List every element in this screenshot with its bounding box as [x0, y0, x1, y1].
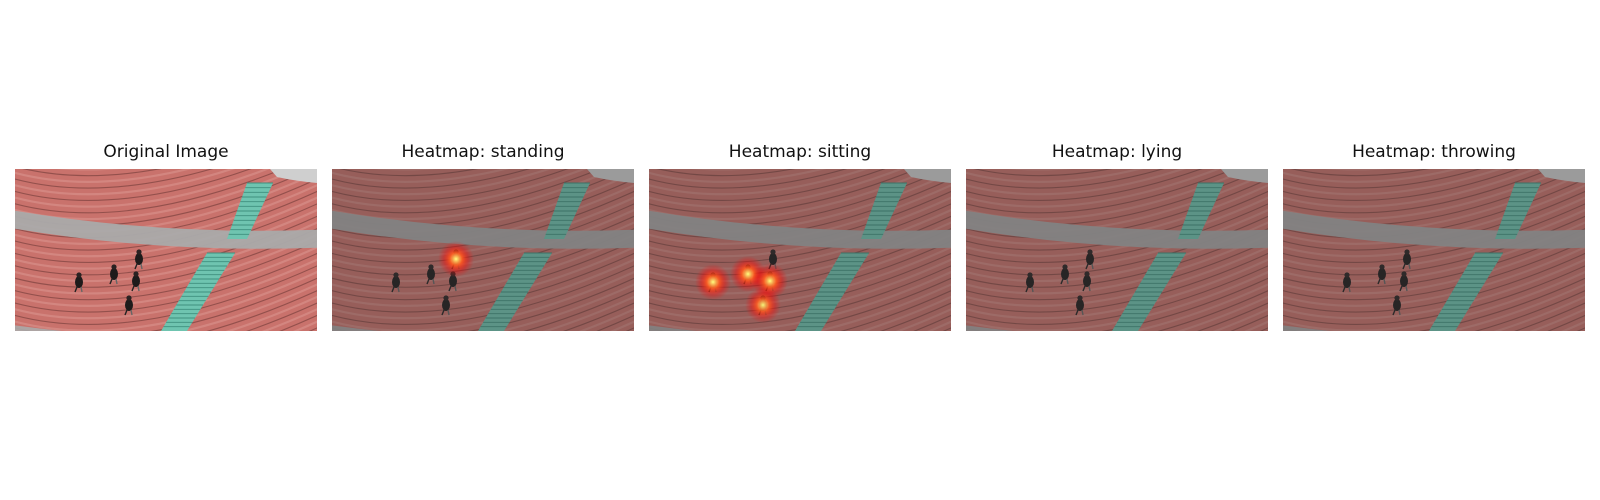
panel-title: Heatmap: standing: [401, 142, 565, 162]
heatmap-image: [1283, 169, 1585, 331]
aisle: [15, 210, 317, 249]
heatmap-dim-overlay: [332, 169, 634, 331]
person: [1075, 295, 1084, 316]
person: [1402, 249, 1411, 270]
stairs: [795, 182, 907, 331]
aisle: [1283, 210, 1585, 249]
aisle: [966, 210, 1268, 249]
panel-heatmap-throwing: Heatmap: throwing: [1283, 142, 1585, 332]
aisle: [649, 210, 951, 249]
panel-original: Original Image: [15, 142, 317, 332]
heatmap-image: [332, 169, 634, 331]
person: [1082, 271, 1091, 292]
person: [74, 272, 83, 293]
panel-title: Heatmap: throwing: [1352, 142, 1516, 162]
person: [1342, 272, 1351, 293]
person: [1399, 271, 1408, 292]
stairs: [161, 182, 273, 331]
stairs: [1112, 182, 1224, 331]
panel-title: Heatmap: sitting: [728, 142, 872, 162]
person: [1085, 249, 1094, 270]
heatmap-dim-overlay: [1283, 169, 1585, 331]
heatmap-image: [966, 169, 1268, 331]
person: [1392, 295, 1401, 316]
panel-heatmap-sitting: Heatmap: sitting: [649, 142, 951, 332]
heatmap-dim-overlay: [966, 169, 1268, 331]
person: [134, 249, 143, 270]
people: [1342, 249, 1411, 316]
heatmap-dim-overlay: [649, 169, 951, 331]
seating-rows: [1283, 169, 1585, 331]
person: [1060, 264, 1069, 285]
person: [124, 295, 133, 316]
people: [1025, 249, 1094, 316]
stairs: [1429, 182, 1541, 331]
stairs: [478, 182, 590, 331]
person: [1025, 272, 1034, 293]
panel-heatmap-standing: Heatmap: standing: [332, 142, 634, 332]
person: [109, 264, 118, 285]
seating-rows: [966, 169, 1268, 331]
person: [441, 295, 450, 316]
panel-heatmap-lying: Heatmap: lying: [966, 142, 1268, 332]
heatmap-hotspot: [438, 241, 474, 277]
person: [391, 272, 400, 293]
person: [426, 264, 435, 285]
stadium-image: [15, 169, 317, 331]
heatmap-hotspot: [745, 287, 781, 323]
person: [131, 271, 140, 292]
person: [1377, 264, 1386, 285]
aisle: [332, 210, 634, 249]
people: [74, 249, 143, 316]
panel-title: Heatmap: lying: [1051, 142, 1183, 162]
heatmap-hotspot: [695, 264, 731, 300]
heatmap-image: [649, 169, 951, 331]
panel-title: Original Image: [103, 142, 229, 162]
